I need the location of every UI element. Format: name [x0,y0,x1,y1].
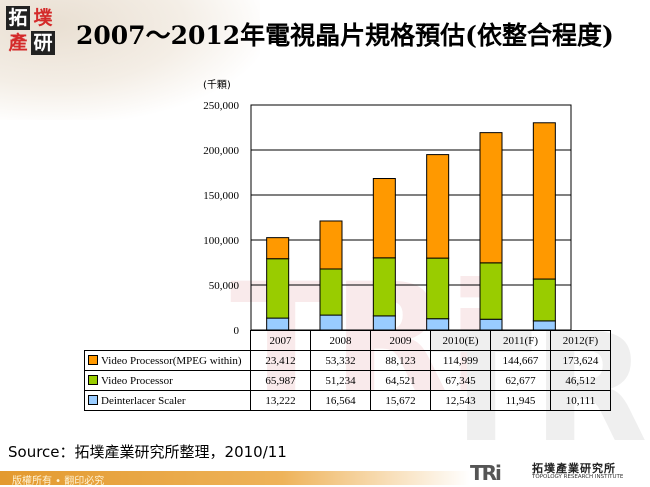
brand-chinese: 拓墣產業研究所 [532,462,616,475]
data-label: 67,345 [430,370,491,391]
x-tick-label: 2010(E) [430,330,491,351]
legend-swatch [88,394,98,405]
source-note: Source：拓墣產業研究所整理，2010/11 [8,443,287,461]
bar-segment-video-processor-mpeg-within--2008 [319,220,343,270]
legend-entry: Video Processor(MPEG within) [84,350,251,371]
copyright-text: 版權所有 • 翻印必究 [12,476,105,487]
bar-segment-deinterlacer-scaler-2009 [372,315,396,331]
y-axis-unit-label: (千顆) [203,79,231,91]
data-label: 10,111 [550,390,611,411]
gridlines [251,104,571,286]
data-label: 11,945 [490,390,551,411]
data-label: 46,512 [550,370,611,391]
table-row: Video Processor(MPEG within) 23,412 53,332… [84,350,611,371]
legend-label: Deinterlacer Scaler [101,394,186,407]
tri-mark: TRi [470,461,502,485]
bar-segment-video-processor-mpeg-within--2010e [426,154,450,259]
bar-segment-deinterlacer-scaler-2010e [426,318,450,331]
data-label: 144,667 [490,350,551,371]
bar-segment-video-processor-2007 [266,258,290,319]
data-label: 173,624 [550,350,611,371]
bar-segment-deinterlacer-scaler-2008 [319,314,343,331]
plot-frame [250,104,572,331]
data-label: 114,999 [430,350,491,371]
bar-segment-video-processor-mpeg-within--2007 [266,237,290,260]
x-tick-label: 2012(F) [550,330,611,351]
y-tick-label: 200,000 [203,145,239,157]
data-label: 65,987 [250,370,311,391]
y-tick-label: 0 [234,325,240,337]
logo-char: 產 [8,32,28,54]
bar-segment-video-processor-2009 [372,257,396,317]
bar-segment-video-processor-2011f [479,262,503,320]
bar-segment-video-processor-2010e [426,257,450,320]
bar-segment-deinterlacer-scaler-2012f [532,320,556,331]
x-tick-label: 2009 [370,330,431,351]
tri-logo-badge: 拓 墣 產 研 [6,6,56,56]
y-tick-label: 150,000 [203,190,239,202]
x-tick-label: 2008 [310,330,371,351]
tri-footer-logo: TRi 拓墣產業研究所 TOPOLOGY RESEARCH INSTITUTE [470,461,645,485]
data-label: 64,521 [370,370,431,391]
y-tick-label: 50,000 [209,280,240,292]
bar-segment-video-processor-2008 [319,268,343,316]
legend-entry: Deinterlacer Scaler [84,390,251,411]
data-label: 13,222 [250,390,311,411]
brand-english: TOPOLOGY RESEARCH INSTITUTE [532,474,624,480]
data-label: 88,123 [370,350,431,371]
data-label: 51,234 [310,370,371,391]
legend-swatch [88,354,98,365]
y-tick-labels: 0 50,000 100,000 150,000 200,000 250,000 [203,100,239,337]
bar-segment-deinterlacer-scaler-2011f [479,318,503,331]
bar-segment-video-processor-mpeg-within--2012f [532,122,556,280]
footer-bar [0,471,470,485]
logo-char: 研 [31,31,55,55]
legend-label: Video Processor(MPEG within) [101,354,242,367]
x-tick-label: 2007 [250,330,311,351]
y-tick-label: 100,000 [203,235,239,247]
data-label: 62,677 [490,370,551,391]
logo-char: 拓 [6,6,30,30]
bar-segment-video-processor-2012f [532,278,556,322]
y-tick-label: 250,000 [203,100,239,112]
bar-segment-video-processor-mpeg-within--2009 [372,178,396,259]
x-tick-label: 2011(F) [490,330,551,351]
data-label: 16,564 [310,390,371,411]
bar-segment-deinterlacer-scaler-2007 [266,317,290,331]
data-label: 15,672 [370,390,431,411]
table-row: Video Processor 65,987 51,234 64,521 67,345 6… [84,370,611,391]
data-label: 53,332 [310,350,371,371]
data-table: 2007 2008 2009 2010(E) 2011(F) 2012(F) Video P… [84,330,611,411]
bars [266,122,556,331]
legend-entry: Video Processor [84,370,251,391]
logo-char: 墣 [33,7,53,29]
page-title: 2007～2012年電視晶片規格預估(依整合程度) [76,21,614,50]
background-wash [0,0,260,120]
table-corner [85,331,251,351]
legend-swatch [88,374,98,385]
table-row: Deinterlacer Scaler 13,222 16,564 15,672 12,… [84,390,611,411]
bar-segment-video-processor-mpeg-within--2011f [479,132,503,264]
data-label: 23,412 [250,350,311,371]
data-label: 12,543 [430,390,491,411]
legend-label: Video Processor [101,374,173,387]
